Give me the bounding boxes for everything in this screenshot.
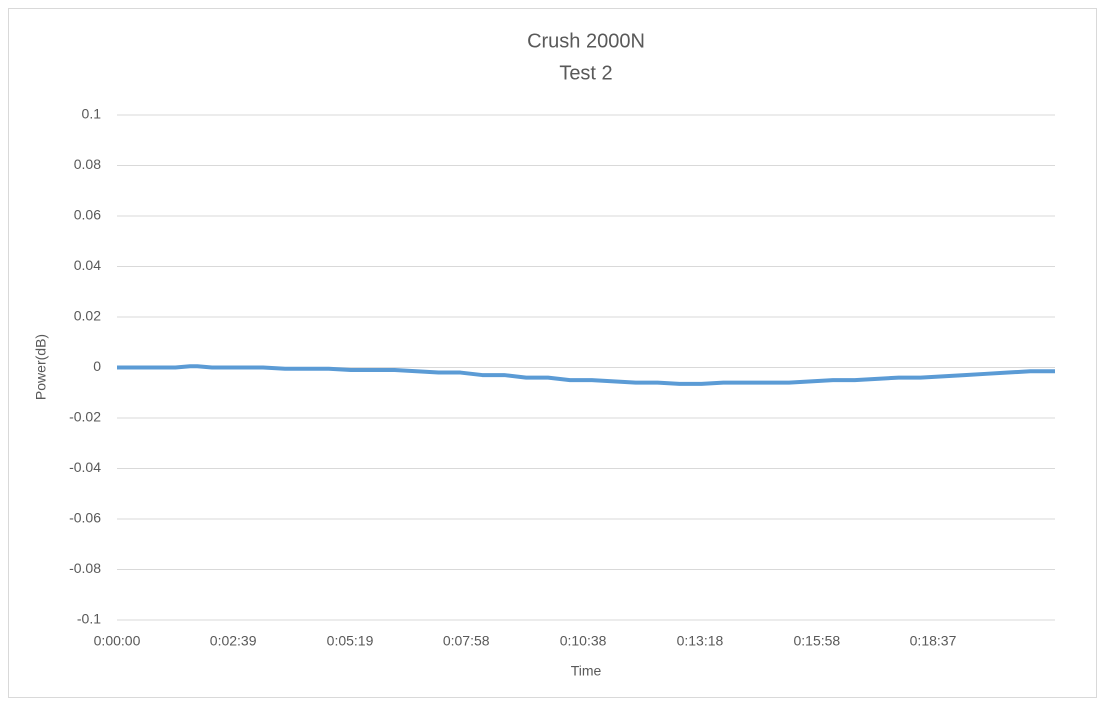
chart-subtitle: Test 2 — [559, 62, 612, 84]
y-tick-label: -0.06 — [69, 510, 101, 526]
data-line — [117, 364, 1055, 386]
x-tick-label: 0:13:18 — [677, 633, 724, 649]
x-tick-label: 0:18:37 — [910, 633, 957, 649]
chart-title: Crush 2000N — [527, 30, 645, 52]
y-tick-label: -0.04 — [69, 459, 101, 475]
y-tick-label: 0.08 — [74, 156, 101, 172]
y-tick-label: -0.08 — [69, 560, 101, 576]
x-tick-label: 0:15:58 — [793, 633, 840, 649]
x-axis-label: Time — [571, 663, 602, 679]
y-tick-label: 0.02 — [74, 308, 101, 324]
x-tick-label: 0:05:19 — [327, 633, 374, 649]
x-tick-label: 0:02:39 — [210, 633, 257, 649]
y-axis-label: Power(dB) — [33, 334, 49, 400]
y-tick-label: 0.04 — [74, 257, 101, 273]
y-tick-label: 0.06 — [74, 207, 101, 223]
y-tick-label: -0.02 — [69, 409, 101, 425]
x-tick-label: 0:10:38 — [560, 633, 607, 649]
x-tick-label: 0:07:58 — [443, 633, 490, 649]
chart-border — [8, 8, 1097, 698]
y-tick-label: 0.1 — [82, 106, 102, 122]
y-tick-label: 0 — [93, 358, 101, 374]
y-tick-label: -0.1 — [77, 611, 101, 627]
x-tick-label: 0:00:00 — [94, 633, 141, 649]
